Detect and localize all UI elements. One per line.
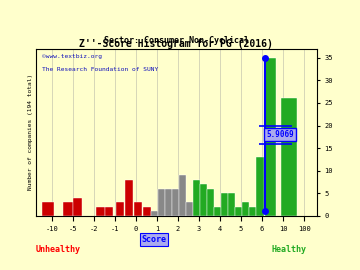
Text: 5.9069: 5.9069 (266, 130, 294, 139)
Text: The Research Foundation of SUNY: The Research Foundation of SUNY (42, 67, 158, 72)
Bar (249, 207, 256, 216)
Bar (221, 193, 228, 216)
Bar (228, 193, 235, 216)
Bar (242, 202, 249, 216)
Bar (265, 58, 276, 216)
Text: Unhealthy: Unhealthy (36, 245, 81, 254)
Bar (134, 202, 142, 216)
Bar (42, 202, 54, 216)
Bar (63, 202, 73, 216)
Bar (214, 207, 221, 216)
Bar (151, 211, 158, 216)
Bar (158, 189, 165, 216)
Bar (200, 184, 207, 216)
Bar (105, 207, 113, 216)
Bar (172, 189, 179, 216)
Bar (143, 207, 150, 216)
Bar (186, 202, 193, 216)
Bar (165, 189, 172, 216)
Text: Score: Score (141, 235, 166, 244)
Bar (235, 207, 242, 216)
Title: Z''-Score Histogram for PG (2016): Z''-Score Histogram for PG (2016) (80, 39, 273, 49)
Bar (125, 180, 133, 216)
Bar (73, 198, 82, 216)
Bar (179, 175, 186, 216)
Bar (207, 189, 214, 216)
Bar (256, 157, 264, 216)
Bar (193, 180, 200, 216)
Y-axis label: Number of companies (194 total): Number of companies (194 total) (28, 74, 33, 190)
Bar (116, 202, 124, 216)
Bar (281, 98, 297, 216)
Bar (96, 207, 105, 216)
Text: ©www.textbiz.org: ©www.textbiz.org (42, 54, 102, 59)
Text: Healthy: Healthy (271, 245, 306, 254)
Text: Sector: Consumer Non-Cyclical: Sector: Consumer Non-Cyclical (104, 36, 249, 45)
